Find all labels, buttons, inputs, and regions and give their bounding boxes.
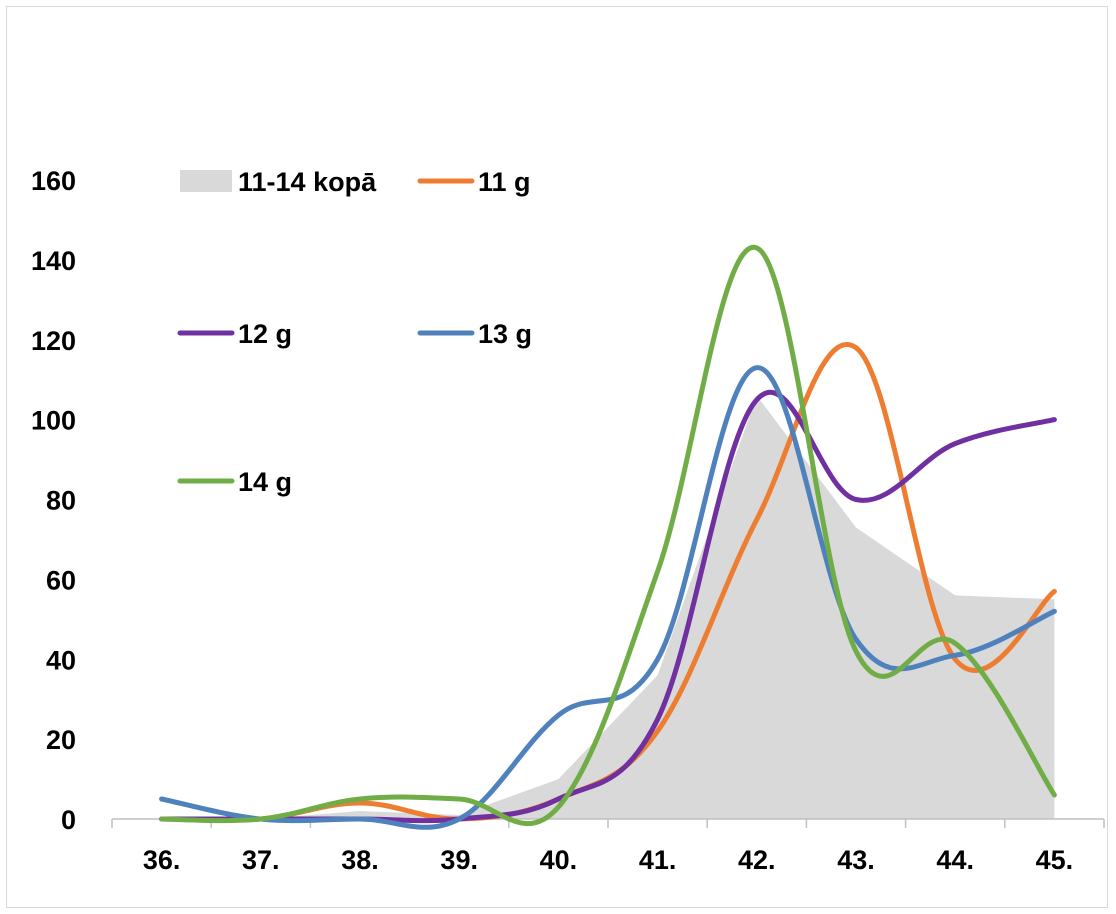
y-tick-label: 0 xyxy=(61,805,76,835)
series-line-11-g xyxy=(159,342,1057,823)
y-tick-label: 160 xyxy=(31,166,76,196)
legend-item-14-g: 14 g xyxy=(177,467,292,497)
y-tick-labels: 0 20 40 60 80 100 120 140 160 xyxy=(31,166,76,835)
x-tick-label: 44. xyxy=(936,845,974,875)
area-layer xyxy=(161,395,1055,819)
legend-label: 11 g xyxy=(478,167,531,197)
x-tick-label: 45. xyxy=(1036,845,1074,875)
series-line-13-g xyxy=(159,365,1057,830)
x-tick-label: 43. xyxy=(837,845,875,875)
y-tick-label: 140 xyxy=(31,246,76,276)
y-tick-label: 40 xyxy=(46,645,76,675)
series-area-11-14-kop xyxy=(161,395,1055,819)
legend-item-11-14-kop: 11-14 kopā xyxy=(180,167,377,197)
y-tick-label: 60 xyxy=(46,565,76,595)
legend-swatch xyxy=(180,170,232,192)
x-tick-label: 38. xyxy=(341,845,379,875)
legend: 11-14 kopā 11 g 12 g 13 g 14 g xyxy=(177,167,532,497)
legend-item-11-g: 11 g xyxy=(417,167,531,197)
line-layer xyxy=(159,245,1057,830)
legend-label: 11-14 kopā xyxy=(238,167,377,197)
x-tick-label: 39. xyxy=(440,845,478,875)
legend-label: 12 g xyxy=(238,319,292,349)
legend-label: 13 g xyxy=(478,319,532,349)
x-tick-label: 37. xyxy=(242,845,280,875)
legend-item-12-g: 12 g xyxy=(177,319,292,349)
y-tick-label: 100 xyxy=(31,406,76,436)
x-tick-label: 40. xyxy=(540,845,578,875)
legend-label: 14 g xyxy=(238,467,292,497)
y-tick-label: 80 xyxy=(46,486,76,516)
x-tick-label: 36. xyxy=(143,845,181,875)
legend-item-13-g: 13 g xyxy=(417,319,532,349)
series-line-14-g xyxy=(159,245,1057,827)
x-tick-label: 42. xyxy=(738,845,776,875)
y-tick-label: 20 xyxy=(46,725,76,755)
x-tick-labels: 36. 37. 38. 39. 40. 41. 42. 43. 44. 45. xyxy=(143,845,1073,875)
y-tick-label: 120 xyxy=(31,326,76,356)
x-tick-label: 41. xyxy=(639,845,677,875)
